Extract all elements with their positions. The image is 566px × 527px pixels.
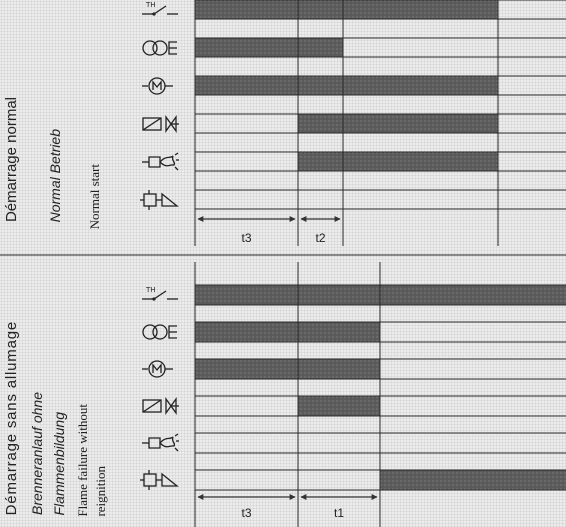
- thermostat-switch-icon: TH: [140, 0, 180, 21]
- duration-label: t1: [333, 506, 344, 520]
- signal-active-bar: [195, 76, 498, 95]
- signal-active-bar: [298, 396, 380, 416]
- ignition-transformer-icon: [140, 321, 180, 343]
- signal-active-bar: [195, 38, 343, 57]
- lockout-alarm-icon: [140, 189, 180, 211]
- burner-motor-icon: [140, 75, 180, 97]
- signal-active-bar: [380, 470, 566, 490]
- flame-signal-icon: [140, 432, 180, 454]
- duration-label: t3: [241, 506, 252, 520]
- signal-active-bar: [195, 0, 498, 19]
- signal-active-bar: [195, 322, 380, 342]
- panel-subtitle-en: reignition: [93, 466, 108, 517]
- signal-active-bar: [298, 152, 498, 171]
- ignition-transformer-icon: [140, 37, 180, 59]
- duration-label: t2: [315, 231, 326, 245]
- panel-subtitle-en: Normal start: [87, 163, 102, 229]
- panel-subtitle-de: Flammenbildung: [51, 411, 67, 516]
- panel-title: Démarrage normal: [3, 96, 20, 222]
- svg-text:TH: TH: [145, 1, 156, 9]
- svg-text:TH: TH: [145, 286, 156, 294]
- signal-active-bar: [195, 359, 380, 379]
- burner-motor-icon: [140, 358, 180, 380]
- fuel-valve-icon: [140, 395, 180, 417]
- fuel-valve-icon: [140, 113, 180, 135]
- lockout-alarm-icon: [140, 469, 180, 491]
- thermostat-switch-icon: TH: [140, 284, 180, 306]
- panel-subtitle-de: Brenneranlauf ohne: [29, 392, 45, 515]
- duration-label: t3: [241, 231, 252, 245]
- signal-active-bar: [298, 114, 498, 133]
- panel-subtitle-en: Flame failure without: [75, 404, 90, 517]
- flame-signal-icon: [140, 151, 180, 173]
- panel-subtitle-de: Normal Betrieb: [47, 128, 63, 222]
- panel-title: Démarrage sans allumage: [3, 320, 20, 515]
